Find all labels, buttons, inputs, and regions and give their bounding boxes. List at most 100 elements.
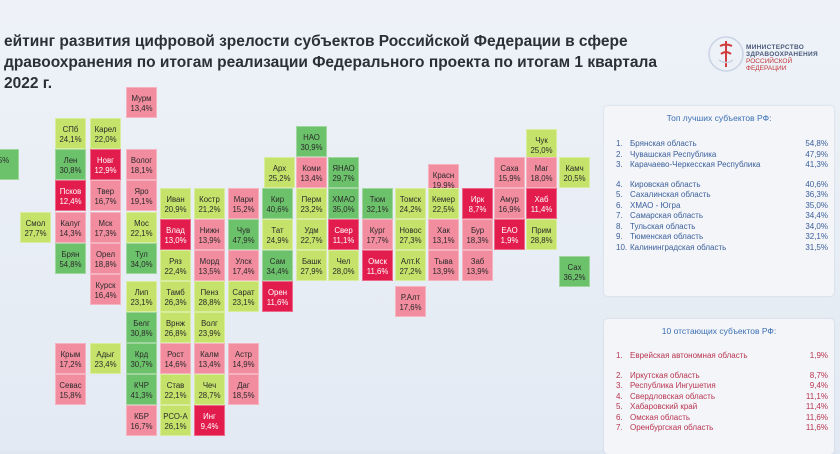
- region-value: 13,5%: [198, 267, 221, 276]
- region-tile: Амур 16,9%: [494, 188, 525, 219]
- ranking-value: 1,9%: [809, 351, 828, 360]
- region-abbr: Белг: [133, 319, 150, 328]
- region-abbr: Ряз: [169, 257, 182, 266]
- region-tile: Кург 17,7%: [362, 219, 393, 250]
- region-abbr: Чук: [535, 136, 548, 145]
- region-abbr: Заб: [470, 257, 485, 266]
- region-abbr: Астр: [234, 350, 252, 359]
- region-abbr: Чув: [236, 226, 251, 235]
- region-abbr: Коми: [302, 164, 321, 173]
- region-value: 14,9%: [232, 360, 255, 369]
- ranking-value: 11,6%: [805, 412, 828, 422]
- region-abbr: Волог: [130, 156, 153, 165]
- region-tile: Даг 18,5%: [228, 374, 259, 405]
- region-value: 29,7%: [332, 174, 355, 183]
- region-tile: Хак 13,1%: [428, 219, 459, 250]
- region-value: 18,8%: [94, 260, 117, 269]
- region-value: 22,1%: [130, 229, 153, 238]
- region-abbr: Врнж: [165, 319, 186, 328]
- region-abbr: Кург: [369, 226, 386, 235]
- ranking-number: 1.: [616, 351, 623, 360]
- region-abbr: Саха: [500, 164, 519, 173]
- region-tile: Морд 13,5%: [194, 250, 225, 281]
- region-abbr: Новос: [399, 226, 422, 235]
- region-abbr: Пенз: [200, 288, 219, 297]
- region-value: 14,3%: [59, 229, 82, 238]
- ranking-region-name: Брянская область: [630, 139, 697, 148]
- region-tile: Перм 23,2%: [296, 188, 327, 219]
- region-value: 27,7%: [24, 229, 47, 238]
- region-value: 41,3%: [130, 391, 153, 400]
- region-abbr: Лип: [134, 288, 149, 297]
- region-tile: Чук 25,0%: [526, 129, 557, 160]
- region-tile: Чеч 28,7%: [194, 374, 225, 405]
- ranking-number: 5.: [616, 402, 623, 411]
- region-tile: 5%: [0, 149, 19, 180]
- region-value: 11,6%: [366, 267, 389, 276]
- region-abbr: Иван: [166, 195, 185, 204]
- region-tile: Чел 28,0%: [328, 250, 359, 281]
- region-tile: Маг 18,0%: [526, 157, 557, 188]
- slide-title-line-2: дравоохранения по итогам реализации Феде…: [4, 54, 657, 92]
- region-tile: Сах 36,2%: [559, 256, 590, 287]
- ranking-region-name: Калининградская область: [630, 242, 727, 252]
- ranking-value: 36,3%: [805, 190, 828, 199]
- region-value: 5%: [0, 156, 10, 165]
- region-abbr: Красн: [432, 171, 455, 180]
- region-value: 28,0%: [332, 267, 355, 276]
- region-abbr: Смол: [25, 219, 46, 228]
- region-tile: Карел 22,0%: [90, 118, 121, 149]
- region-value: 28,8%: [198, 298, 221, 307]
- region-abbr: Курск: [95, 281, 116, 290]
- region-tile: Омск 11,6%: [362, 250, 393, 281]
- region-abbr: Лен: [63, 156, 78, 165]
- ranking-value: 41,3%: [805, 160, 828, 169]
- region-abbr: Р.Алт: [400, 293, 421, 302]
- region-value: 24,2%: [399, 205, 422, 214]
- ranking-number: 4.: [616, 391, 623, 401]
- region-tile: Влад 13,0%: [160, 219, 191, 250]
- region-tile: Рост 14,6%: [160, 343, 191, 374]
- region-value: 19,9%: [432, 181, 455, 190]
- region-tile: Брян 54,8%: [55, 243, 86, 274]
- region-value: 13,4%: [198, 360, 221, 369]
- bottom-panel-title: 10 отстающих субъектов РФ:: [661, 326, 777, 336]
- region-tile: Тул 34,0%: [126, 243, 157, 274]
- region-abbr: Сам: [269, 257, 286, 266]
- region-value: 30,7%: [130, 360, 153, 369]
- region-value: 26,3%: [164, 298, 187, 307]
- region-tile: Новос 27,3%: [395, 219, 426, 250]
- region-tile: Тыва 13,9%: [428, 250, 459, 281]
- region-value: 1,9%: [500, 236, 519, 245]
- region-tile: Бур 18,3%: [462, 219, 493, 250]
- region-abbr: Тат: [271, 226, 284, 235]
- slide-title: ейтинг развития цифровой зрелости субъек…: [4, 31, 664, 94]
- region-abbr: Став: [166, 381, 185, 390]
- region-abbr: Орен: [267, 288, 288, 297]
- region-value: 23,9%: [198, 329, 221, 338]
- region-abbr: Тамб: [166, 288, 185, 297]
- region-value: 15,8%: [59, 391, 82, 400]
- ranking-region-name: Еврейская автономная область: [630, 351, 748, 360]
- ranking-value: 32,1%: [805, 232, 828, 241]
- region-value: 30,8%: [59, 166, 82, 175]
- logo-line-3: РОССИЙСКОЙ ФЕДЕРАЦИИ: [746, 58, 793, 72]
- region-abbr: Прим: [531, 226, 552, 235]
- ranking-region-name: Тюменская область: [630, 232, 704, 241]
- region-tile: Башк 27,9%: [296, 250, 327, 281]
- region-abbr: ХМАО: [332, 195, 355, 204]
- region-abbr: Псков: [59, 187, 82, 196]
- emblem-icon: [708, 36, 744, 72]
- top-regions-panel: Топ лучших субъектов РФ: 1. Брянская обла…: [604, 106, 834, 296]
- region-value: 22,0%: [94, 135, 117, 144]
- ranking-number: 4.: [616, 179, 623, 189]
- region-value: 12,4%: [59, 197, 82, 206]
- region-tile: Саха 15,9%: [494, 157, 525, 188]
- region-abbr: Сах: [567, 263, 582, 272]
- region-value: 16,9%: [498, 205, 521, 214]
- ranking-number: 9.: [616, 232, 623, 241]
- region-tile: Тат 24,9%: [262, 219, 293, 250]
- region-abbr: Камч: [565, 164, 584, 173]
- region-abbr: Алт.К: [400, 257, 421, 266]
- region-tile: Мск 17,3%: [90, 212, 121, 243]
